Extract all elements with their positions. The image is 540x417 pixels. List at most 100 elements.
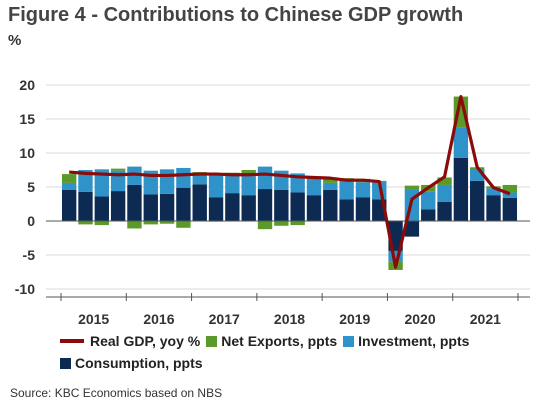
bar-consumption [274,189,289,221]
bar-net-exports [61,174,77,183]
bar-consumption [143,194,158,221]
y-tick-label: 5 [27,179,35,195]
bar-consumption [94,196,109,221]
bar-net-exports [502,184,518,193]
bar-consumption [61,189,77,221]
x-tick-label: 2016 [143,311,174,327]
bar-net-exports [323,177,338,183]
legend-item-investment: Investment, ppts [343,333,469,349]
legend-label-gdp: Real GDP, yoy % [90,333,201,349]
bar-consumption [159,193,175,221]
bar-consumption [355,197,371,221]
bar-net-exports [257,221,273,230]
legend-label-consumption: Consumption, ppts [75,355,203,371]
legend: Real GDP, yoy % Net Exports, ppts Invest… [60,330,475,374]
bar-net-exports [127,221,142,229]
bar-consumption [176,187,191,221]
bar-net-exports [159,221,175,224]
bar-net-exports [404,185,420,190]
y-axis-ticks: -10 -5 0 5 10 15 20 [15,77,35,297]
bar-investment [241,176,256,196]
bar-consumption [339,199,354,221]
bar-investment [225,174,240,194]
legend-item-net-exports: Net Exports, ppts [206,333,337,349]
legend-item-consumption: Consumption, ppts [60,355,203,371]
bar-consumption [78,191,93,221]
bar-net-exports [143,221,158,225]
bar-consumption [470,180,485,221]
bar-consumption [437,201,452,221]
y-tick-label: -10 [15,281,35,297]
bar-investment [355,182,371,198]
bar-investment [388,250,403,262]
bar-net-exports [274,221,289,226]
bar-investment [127,166,142,185]
legend-row-2: Consumption, ppts [60,352,475,374]
bar-consumption [404,221,420,237]
bar-consumption [290,192,305,221]
legend-label-net-exports: Net Exports, ppts [221,333,338,349]
legend-swatch-investment [343,335,355,347]
bar-investment [502,192,518,198]
chart-title: Figure 4 - Contributions to Chinese GDP … [8,4,464,26]
bar-consumption [257,189,273,221]
bar-investment [208,175,224,198]
bar-investment [61,182,77,190]
legend-swatch-gdp [60,339,84,343]
bar-investment [78,170,93,192]
bar-series [61,96,518,270]
x-tick-label: 2019 [339,311,370,327]
bar-investment [176,167,191,188]
legend-swatch-consumption [60,357,71,369]
y-tick-label: 15 [19,111,35,127]
y-tick-label: 10 [19,145,35,161]
bar-consumption [306,195,322,221]
bar-consumption [241,195,256,221]
bar-consumption [486,195,501,221]
y-tick-label: 0 [27,213,35,229]
y-axis-unit: % [8,32,22,49]
gdp-line-series [69,94,511,269]
legend-swatch-net-exports [206,335,218,347]
bar-consumption [421,209,436,221]
x-tick-label: 2018 [274,311,305,327]
bar-investment [453,127,469,158]
bar-consumption [192,184,207,221]
y-tick-label: -5 [23,247,36,263]
gdp-line [69,94,511,269]
bar-net-exports [94,221,109,226]
bar-net-exports [110,168,126,171]
bar-net-exports [78,221,93,225]
bar-investment [192,173,207,185]
legend-label-investment: Investment, ppts [358,333,470,349]
x-tick-label: 2017 [209,311,240,327]
y-tick-label: 20 [19,77,35,93]
bar-investment [257,166,273,190]
x-axis-year-labels: 2015 2016 2017 2018 2019 2020 2021 [78,311,501,327]
x-axis [46,220,530,301]
legend-row-1: Real GDP, yoy % Net Exports, ppts Invest… [60,330,475,352]
x-tick-label: 2015 [78,311,109,327]
bar-investment [421,191,436,210]
bar-consumption [323,189,338,221]
bar-investment [306,178,322,196]
bar-consumption [225,193,240,221]
source-note: Source: KBC Economics based on NBS [10,386,223,400]
bar-investment [339,180,354,200]
x-tick-label: 2021 [470,311,501,327]
bar-net-exports [176,221,191,228]
bar-consumption [502,197,518,221]
legend-item-gdp: Real GDP, yoy % [60,333,200,349]
bar-consumption [453,157,469,221]
bar-investment [470,170,485,181]
bar-investment [437,184,452,202]
bar-net-exports [290,221,305,226]
bar-consumption [208,197,224,221]
bar-net-exports [241,170,256,177]
bar-investment [323,182,338,190]
bar-investment [159,169,175,194]
bar-investment [94,169,109,197]
bar-investment [486,188,501,196]
bar-net-exports [437,177,452,185]
